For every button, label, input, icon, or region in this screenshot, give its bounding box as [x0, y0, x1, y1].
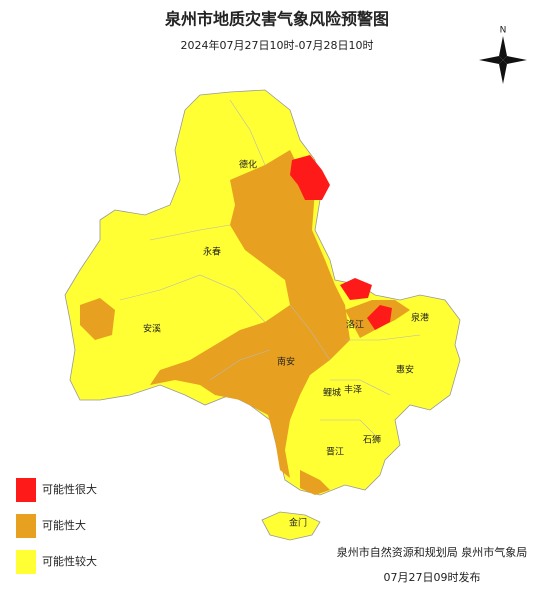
legend-swatch — [16, 514, 36, 538]
place-label: 安溪 — [143, 323, 161, 335]
risk-area — [261, 511, 321, 541]
place-label: 惠安 — [396, 364, 414, 376]
risk-area — [290, 155, 330, 200]
legend-label: 可能性很大 — [42, 482, 97, 496]
region-map: 德化 永春 安溪 南安 洛江 泉港 惠安 鲤城 丰泽 石狮 晋江 金门 — [64, 89, 461, 541]
place-label: 洛江 — [346, 319, 364, 331]
footer-time: 07月27日09时发布 — [384, 570, 481, 584]
place-label: 永春 — [203, 246, 221, 258]
legend-label: 可能性大 — [42, 518, 86, 532]
place-label: 石狮 — [363, 435, 381, 446]
risk-area — [300, 470, 330, 495]
place-label: 晋江 — [326, 447, 344, 458]
place-label: 南安 — [277, 356, 295, 368]
place-label: 鲤城 — [323, 387, 341, 399]
footer-issuer: 泉州市自然资源和规划局 泉州市气象局 — [337, 545, 528, 559]
legend-swatch — [16, 478, 36, 502]
legend-swatch — [16, 550, 36, 574]
title: 泉州市地质灾害气象风险预警图 — [165, 10, 389, 29]
compass: N — [479, 26, 527, 84]
risk-area — [367, 305, 392, 330]
compass-label: N — [500, 26, 507, 36]
risk-area — [340, 278, 372, 300]
place-label: 泉港 — [411, 312, 429, 324]
place-label: 金门 — [289, 517, 307, 529]
subtitle: 2024年07月27日10时-07月28日10时 — [181, 38, 374, 52]
risk-area — [80, 298, 115, 340]
legend-label: 可能性较大 — [42, 554, 97, 568]
place-label: 德化 — [239, 159, 257, 171]
risk-area — [64, 89, 461, 496]
place-label: 丰泽 — [344, 384, 362, 396]
risk-area — [150, 150, 350, 478]
